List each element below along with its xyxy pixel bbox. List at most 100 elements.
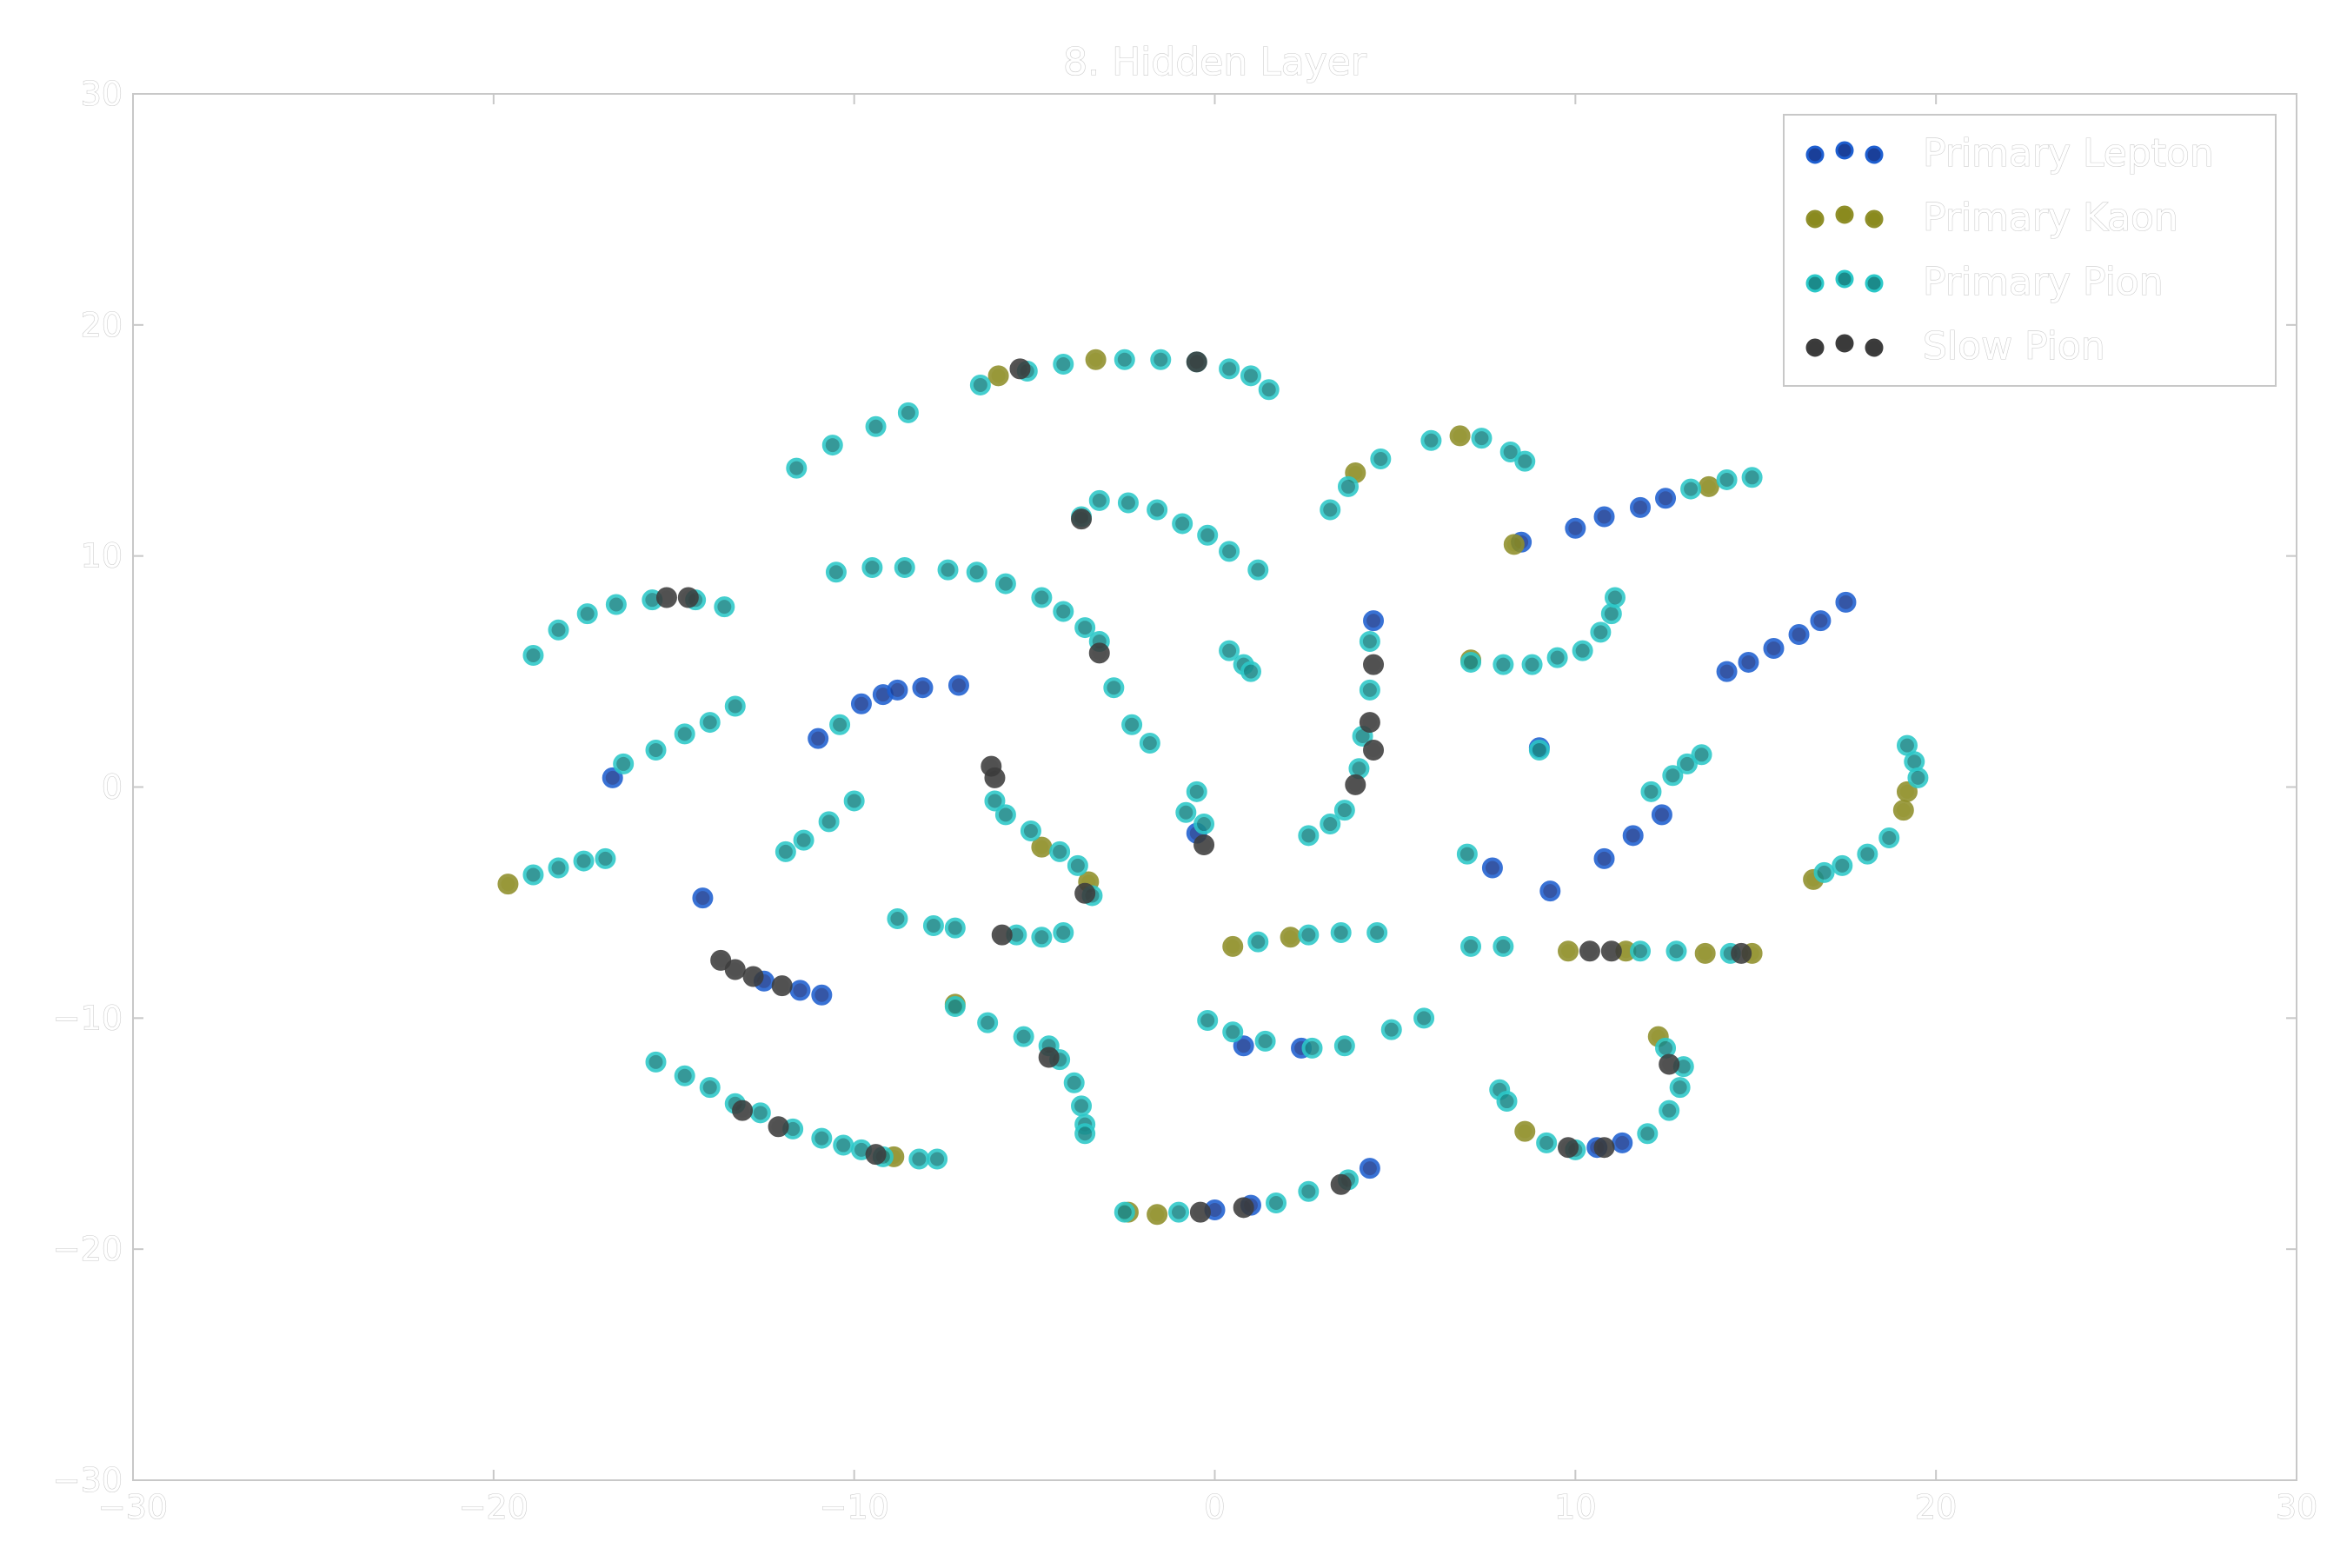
data-point <box>1193 814 1215 835</box>
data-point <box>1172 513 1193 535</box>
data-point <box>1053 354 1074 375</box>
data-point <box>1622 825 1644 847</box>
data-point <box>548 619 569 641</box>
data-point <box>887 908 908 930</box>
x-tick-label: −30 <box>98 1488 168 1526</box>
data-point <box>1240 365 1261 387</box>
data-point <box>1471 428 1493 449</box>
data-point <box>1193 834 1215 855</box>
legend-marker <box>1835 205 1854 224</box>
data-point <box>1788 624 1810 646</box>
data-point <box>1085 349 1107 370</box>
legend-marker <box>1865 209 1884 229</box>
data-point <box>1363 610 1385 632</box>
legend-marker <box>1805 209 1825 229</box>
data-point <box>825 561 847 583</box>
data-point <box>944 996 966 1018</box>
legend: Primary Lepton Primary Kaon Primary Pion Sl… <box>1783 114 2277 387</box>
data-point <box>1114 349 1135 370</box>
data-point <box>1449 425 1471 447</box>
legend-marker <box>1805 145 1825 164</box>
x-tick-label: 0 <box>1204 1488 1225 1526</box>
data-point <box>1219 541 1240 562</box>
legend-marker <box>1865 338 1884 357</box>
data-point <box>786 457 808 479</box>
data-points <box>497 349 1929 1226</box>
data-point <box>937 559 959 581</box>
data-point <box>1637 1123 1659 1145</box>
data-point <box>1612 1132 1633 1153</box>
x-tick-label: −10 <box>820 1488 889 1526</box>
data-point <box>1233 1197 1254 1219</box>
data-point <box>1247 931 1269 953</box>
data-point <box>1878 827 1900 848</box>
data-point <box>1031 587 1053 608</box>
data-point <box>1121 714 1143 735</box>
legend-marker <box>1805 338 1825 357</box>
data-point <box>1363 654 1385 675</box>
data-point <box>1716 661 1738 682</box>
data-point <box>789 980 811 1001</box>
x-tick-label: −20 <box>459 1488 529 1526</box>
data-point <box>1651 804 1672 826</box>
data-point <box>1593 847 1615 869</box>
data-point <box>1370 448 1392 470</box>
data-point <box>1835 591 1857 613</box>
data-point <box>1117 492 1139 514</box>
data-point <box>674 723 695 745</box>
legend-item: Slow Pion <box>1805 323 2105 369</box>
data-point <box>1499 442 1521 463</box>
data-point <box>1662 765 1684 787</box>
data-point <box>1659 1100 1680 1121</box>
legend-marker <box>1835 141 1854 160</box>
data-point <box>1896 781 1918 802</box>
y-tick-label: 10 <box>81 537 123 575</box>
data-point <box>1186 351 1207 373</box>
data-point <box>1197 1009 1219 1031</box>
data-point <box>1071 508 1093 530</box>
data-point <box>1175 801 1197 823</box>
legend-marker <box>1865 145 1884 164</box>
data-point <box>1197 524 1219 546</box>
data-point <box>966 561 987 583</box>
data-point <box>710 949 732 971</box>
legend-item: Primary Lepton <box>1805 130 2214 176</box>
data-point <box>1363 739 1385 761</box>
chart-title: 8. Hidden Layer <box>1063 40 1367 84</box>
data-point <box>1330 1173 1352 1195</box>
x-tick-label: 30 <box>2276 1488 2317 1526</box>
data-point <box>1640 781 1662 802</box>
data-point <box>977 1012 999 1033</box>
data-point <box>1655 488 1677 509</box>
y-tick-label: −30 <box>53 1461 123 1499</box>
data-point <box>1266 1193 1287 1213</box>
data-point <box>1139 732 1160 754</box>
data-point <box>1063 1072 1085 1093</box>
data-point <box>897 402 919 423</box>
data-point <box>1496 1091 1518 1113</box>
data-point <box>1630 496 1652 518</box>
data-point <box>1572 640 1593 661</box>
data-point <box>1716 468 1738 490</box>
data-point <box>1189 1201 1211 1223</box>
data-point <box>1074 617 1096 639</box>
data-point <box>1298 1180 1320 1202</box>
data-point <box>912 677 934 699</box>
data-point <box>1219 358 1240 380</box>
data-point <box>1103 677 1125 699</box>
data-point <box>1359 712 1380 734</box>
data-point <box>1320 499 1341 521</box>
legend-item: Primary Pion <box>1805 259 2164 305</box>
data-point <box>674 1065 695 1086</box>
data-point <box>645 739 667 761</box>
data-point <box>699 712 721 734</box>
data-point <box>843 790 865 812</box>
data-point <box>1514 450 1536 472</box>
data-point <box>1049 840 1071 862</box>
data-point <box>573 850 595 872</box>
series-primary-pion <box>522 349 1929 1223</box>
data-point <box>994 804 1016 826</box>
data-point <box>1539 880 1561 902</box>
data-point <box>692 887 714 909</box>
data-point <box>699 1077 721 1099</box>
